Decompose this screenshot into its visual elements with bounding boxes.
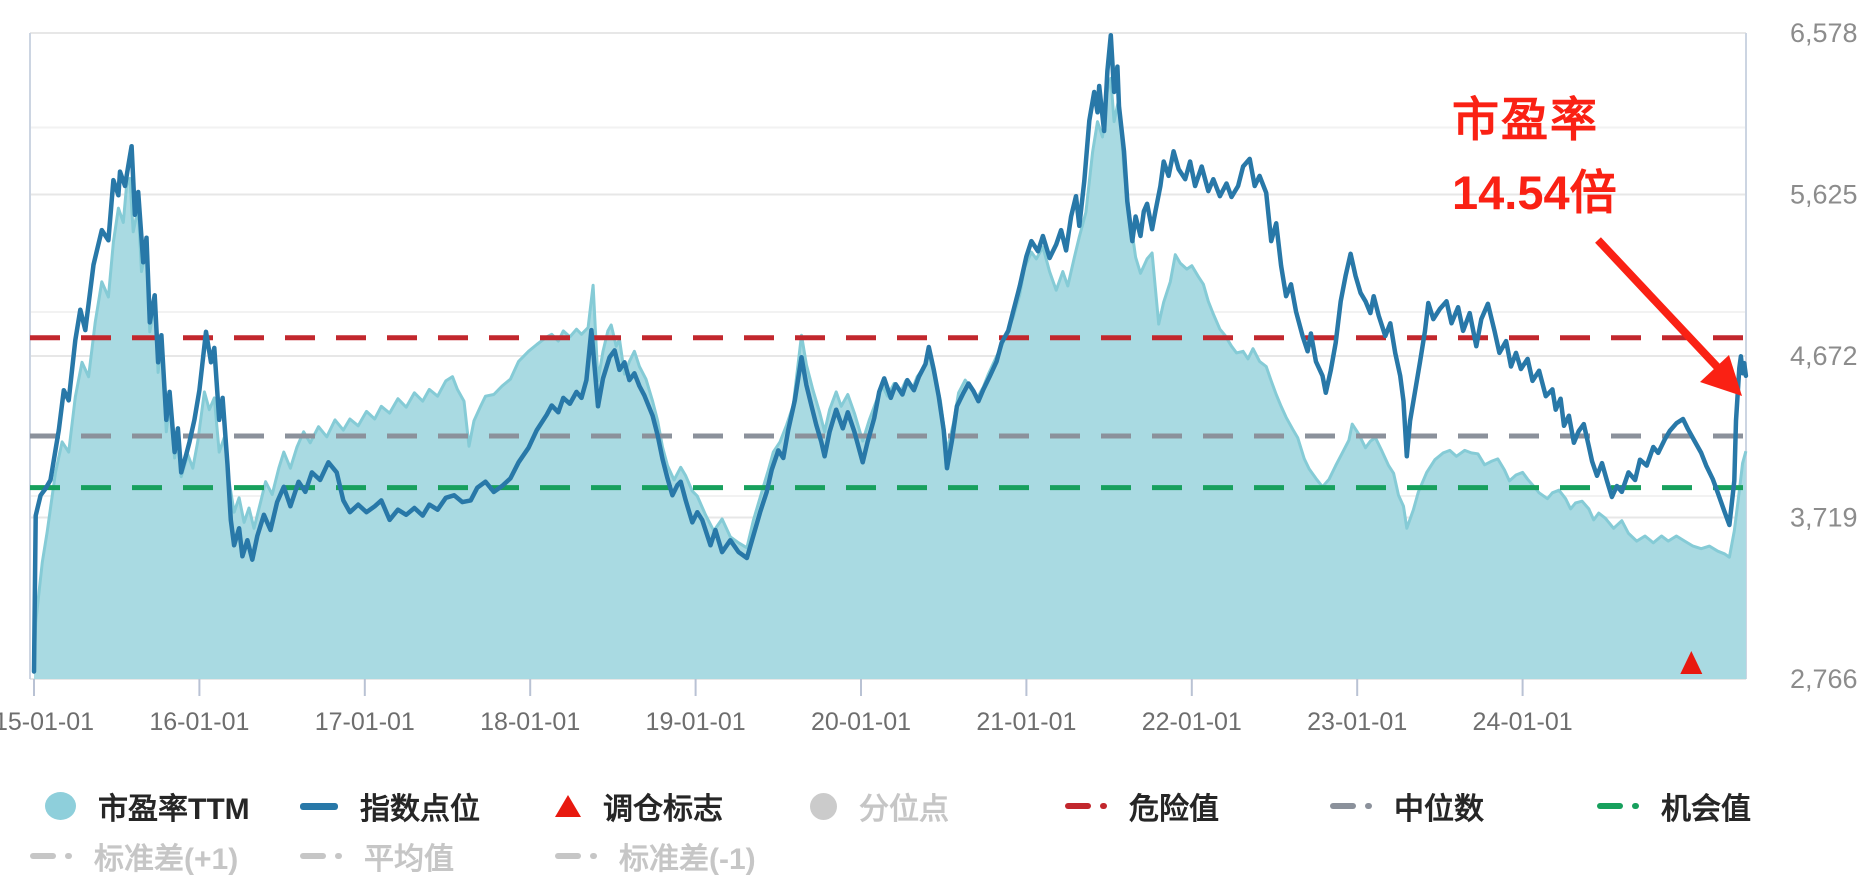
dash-dot-swatch-icon [1330,803,1372,809]
legend-item-机会值[interactable]: 机会值 [1597,783,1751,829]
x-axis-label: 19-01-01 [646,708,746,736]
x-axis-label: 24-01-01 [1473,708,1573,736]
x-axis-label: 23-01-01 [1307,708,1407,736]
dash-dot-swatch-icon [555,853,597,859]
rebalance-triangle-marker [1680,651,1703,674]
dash-dot-swatch-icon [30,853,72,859]
pe-annotation-line2: 14.54倍 [1452,165,1617,219]
x-axis-label: 18-01-01 [480,708,580,736]
x-axis-label: 21-01-01 [976,708,1076,736]
x-axis-label: 15-01-01 [0,708,94,736]
y-axis-label: 3,719 [1790,503,1858,533]
legend-item-分位点[interactable]: 分位点 [810,783,949,829]
legend-item-标准差(+1)[interactable]: 标准差(+1) [30,833,238,877]
x-axis-label: 17-01-01 [315,708,415,736]
legend-item-标准差(-1)[interactable]: 标准差(-1) [555,833,756,877]
x-axis-label: 20-01-01 [811,708,911,736]
legend-item-label: 机会值 [1661,793,1751,826]
index-line [31,32,1749,674]
dash-dot-swatch-icon [300,853,342,859]
pe-annotation-line1: 市盈率 [1452,93,1599,146]
pe-ttm-area [34,78,1746,679]
legend-item-label: 市盈率TTM [98,793,250,826]
index-line-swatch-icon [300,802,338,810]
legend-item-label: 指数点位 [360,793,480,826]
legend-item-平均值[interactable]: 平均值 [300,833,454,877]
legend-item-市盈率TTM[interactable]: 市盈率TTM [45,783,250,829]
annotation-arrow-head [1700,355,1742,396]
y-axis-label: 6,578 [1790,18,1858,48]
legend-item-label: 分位点 [859,793,949,826]
legend-item-label: 标准差(+1) [94,843,239,876]
y-axis-label: 5,625 [1790,180,1858,210]
x-axis-label: 22-01-01 [1142,708,1242,736]
y-axis-label: 2,766 [1790,664,1858,694]
chart-legend: 市盈率TTM 指数点位 调仓标志 分位点 危险值 中位数 机会值标准差(+1) 平均值 标准差(… [0,778,1873,877]
legend-item-危险值[interactable]: 危险值 [1065,783,1219,829]
triangle-marker-swatch-icon [555,795,581,817]
legend-item-label: 中位数 [1394,793,1484,826]
dash-dot-swatch-icon [1597,803,1639,809]
legend-item-中位数[interactable]: 中位数 [1330,783,1484,829]
legend-item-调仓标志[interactable]: 调仓标志 [555,783,723,829]
annotation-arrow-shaft [1595,237,1725,375]
legend-item-label: 危险值 [1129,793,1219,826]
legend-item-label: 标准差(-1) [619,843,756,876]
x-axis-label: 16-01-01 [149,708,249,736]
pe-annotation: 市盈率 14.54倍 [1452,84,1617,230]
legend-item-指数点位[interactable]: 指数点位 [300,783,480,829]
legend-item-label: 平均值 [364,843,454,876]
dash-dot-swatch-icon [1065,803,1107,809]
percentile-dot-swatch-icon [810,792,837,820]
y-axis-label: 4,672 [1790,341,1858,371]
legend-item-label: 调仓标志 [603,793,723,826]
pe-ttm-swatch-icon [45,792,76,820]
